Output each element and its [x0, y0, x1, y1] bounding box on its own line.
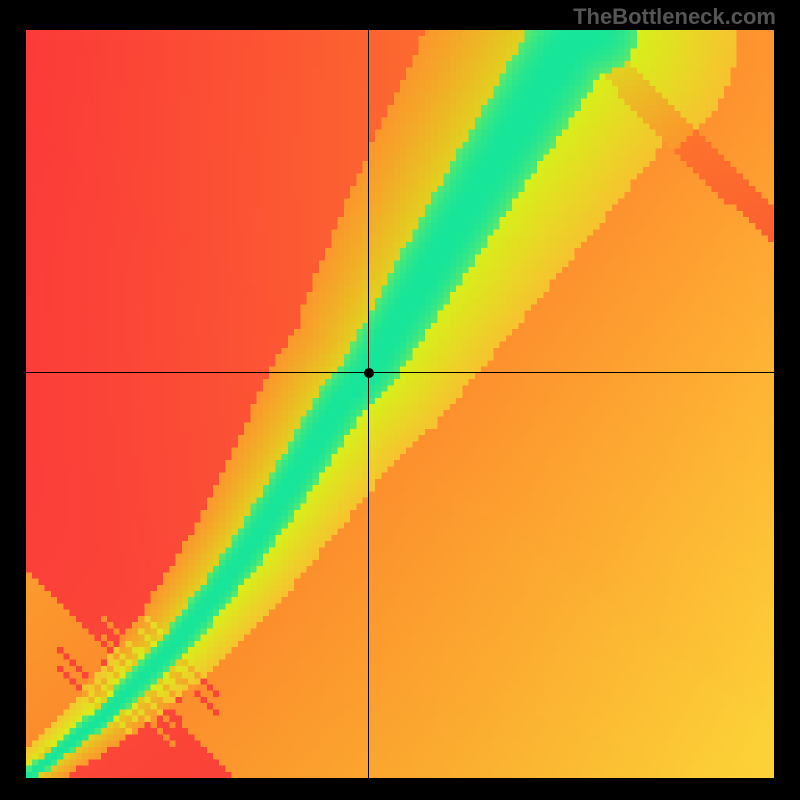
watermark-text: TheBottleneck.com	[573, 4, 776, 30]
heatmap-canvas	[26, 30, 774, 778]
crosshair-marker	[364, 368, 374, 378]
crosshair-horizontal	[26, 372, 774, 373]
chart-container: TheBottleneck.com	[0, 0, 800, 800]
crosshair-vertical	[368, 30, 369, 778]
